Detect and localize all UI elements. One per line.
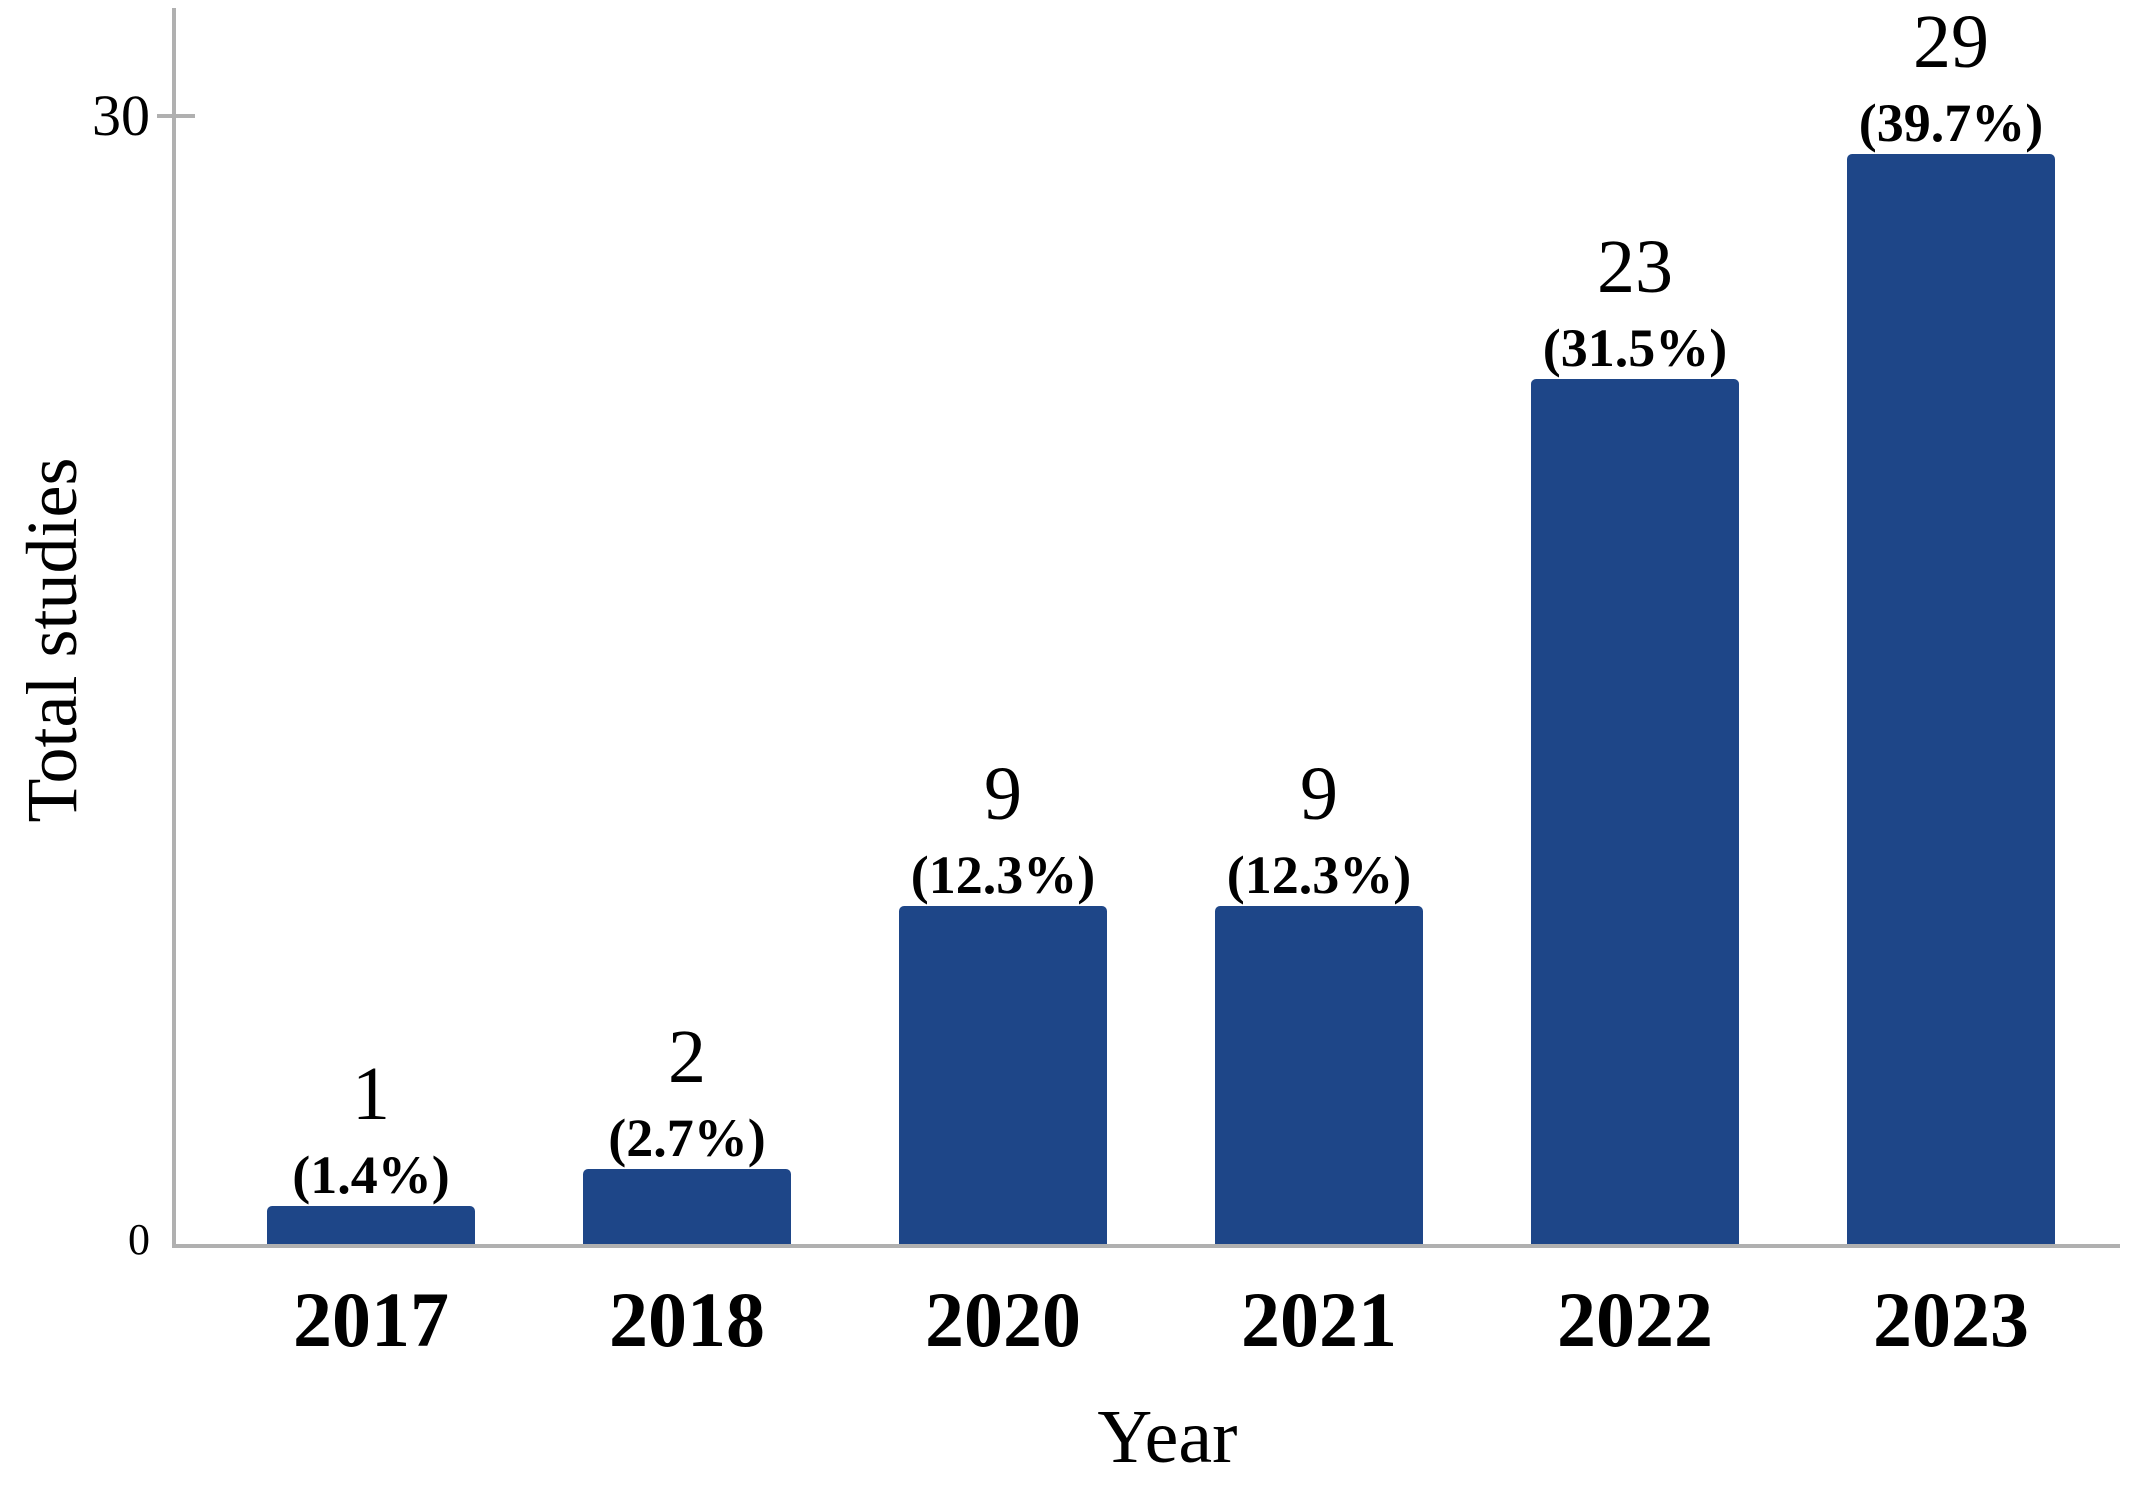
bar-count-label-2020: 9 [984,751,1022,836]
bar-count-label-2023: 29 [1913,0,1989,84]
bar-percent-label-2022: (31.5%) [1542,318,1728,379]
plot-area: 30 0 Year 1 (1.4%) 2017 2 (2.7%) 2018 9 (12.3%)… [92,4,2120,1475]
bar-count-label-2021: 9 [1300,751,1338,836]
bar-count-label-2018: 2 [668,1014,706,1099]
x-axis-tick-label-2018: 2018 [609,1276,765,1363]
bar-group-2021: 9 (12.3%) [1164,756,1474,1244]
x-axis-tick-label-2022: 2022 [1557,1276,1713,1363]
bar-count-label-2022: 23 [1597,225,1673,310]
bar-group-2018: 2 (2.7%) [532,1019,842,1244]
bar-2020 [899,905,1107,1244]
bar-2021 [1215,905,1423,1244]
x-axis-tick-label-2023: 2023 [1873,1276,2029,1363]
bar-percent-label-2020: (12.3%) [910,844,1096,905]
x-axis-tick-label-2020: 2020 [925,1276,1081,1363]
x-axis-title: Year [1097,1395,1238,1479]
bar-group-2017: 1 (1.4%) [216,1056,526,1244]
x-axis-tick-label-2021: 2021 [1241,1276,1397,1363]
y-axis-tick-mark-30 [157,114,195,118]
y-axis-tick-label-30: 30 [92,83,150,148]
y-axis-title: Total studies [12,457,92,823]
bar-percent-label-2023: (39.7%) [1858,92,2044,153]
bar-2022 [1531,379,1739,1244]
bar-group-2023: 29 (39.7%) [1796,4,2106,1244]
bar-2018 [583,1168,791,1244]
bar-percent-label-2017: (1.4%) [292,1145,450,1206]
y-axis-tick-label-0: 0 [128,1215,150,1264]
bar-2023 [1847,153,2055,1244]
bar-group-2022: 23 (31.5%) [1480,229,1790,1244]
bar-percent-label-2018: (2.7%) [608,1107,766,1168]
bar-percent-label-2021: (12.3%) [1226,844,1412,905]
bar-2017 [267,1206,475,1244]
bar-group-2020: 9 (12.3%) [848,756,1158,1244]
x-axis-tick-label-2017: 2017 [293,1276,449,1363]
bar-count-label-2017: 1 [352,1052,390,1137]
